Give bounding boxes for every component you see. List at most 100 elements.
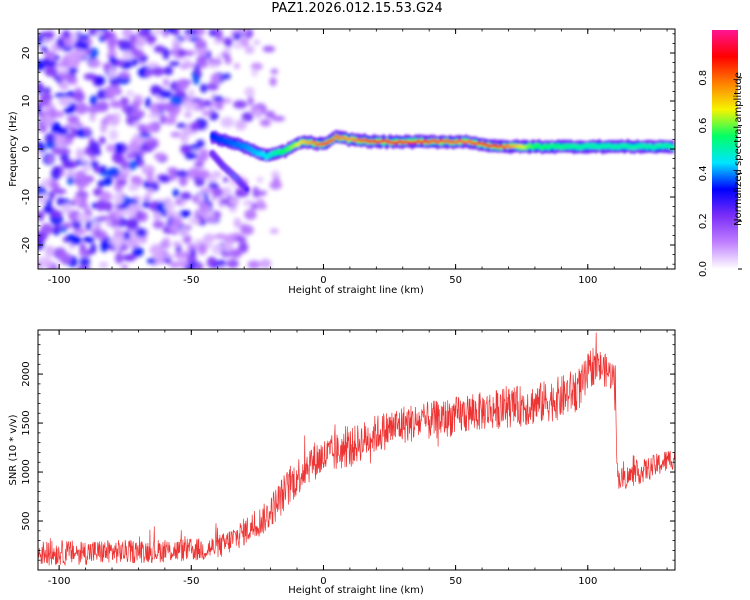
- snr-xtick-label: -50: [183, 576, 199, 587]
- heatmap-noise-cell: [143, 194, 152, 202]
- heatmap-noise-cell: [269, 77, 277, 87]
- heatmap-noise-cell: [194, 38, 207, 46]
- heatmap-noise-cell: [169, 217, 183, 228]
- heatmap-noise-field: [38, 29, 286, 269]
- heatmap-noise-cell: [96, 198, 107, 211]
- heatmap-noise-cell: [162, 78, 170, 87]
- heatmap-noise-cell: [253, 39, 261, 46]
- heatmap-noise-cell: [53, 225, 62, 231]
- heatmap-noise-cell: [180, 144, 191, 155]
- heatmap-noise-cell: [44, 132, 56, 144]
- heatmap-noise-cell: [164, 29, 176, 33]
- heatmap-noise-cell: [48, 108, 58, 120]
- heatmap-noise-cell: [144, 97, 152, 109]
- heatmap-noise-cell: [70, 126, 78, 139]
- heatmap-y-axis: -20 -10 0 10 20: [21, 33, 675, 265]
- heatmap-noise-cell: [83, 126, 91, 136]
- snr-x-axis: -100 -50 0 50 100: [48, 330, 668, 587]
- heatmap-noise-cell: [107, 43, 116, 52]
- heatmap-noise-cell: [188, 89, 195, 101]
- heatmap-noise-cell: [39, 93, 53, 103]
- heatmap-noise-cell: [125, 152, 136, 159]
- heatmap-noise-cell: [208, 29, 218, 37]
- heatmap-noise-cell: [270, 68, 279, 75]
- heatmap-noise-cell: [172, 43, 182, 51]
- heatmap-noise-cell: [216, 259, 227, 267]
- heatmap-ytick-label: -20: [21, 237, 32, 253]
- heatmap-noise-cell: [258, 190, 267, 196]
- heatmap-noise-cell: [53, 188, 67, 195]
- heatmap-noise-cell: [43, 30, 55, 39]
- heatmap-noise-cell: [178, 174, 188, 187]
- heatmap-noise-cell: [256, 176, 264, 183]
- heatmap-noise-cell: [118, 71, 131, 79]
- heatmap-ridge-cell: [229, 140, 234, 145]
- heatmap-noise-cell: [38, 193, 47, 205]
- heatmap-noise-cell: [90, 242, 97, 255]
- heatmap-noise-cell: [206, 200, 213, 207]
- colorbar: [712, 30, 738, 269]
- heatmap-noise-cell: [153, 45, 166, 54]
- heatmap-noise-cell: [114, 142, 122, 154]
- heatmap-noise-cell: [174, 170, 189, 178]
- heatmap-noise-cell: [244, 45, 255, 55]
- heatmap-noise-cell: [64, 123, 75, 130]
- heatmap-noise-cell: [130, 175, 140, 182]
- chart-title: PAZ1.2026.012.15.53.G24: [271, 1, 443, 16]
- heatmap-noise-cell: [67, 67, 79, 74]
- heatmap-noise-cell: [179, 131, 189, 144]
- heatmap-noise-cell: [252, 186, 260, 198]
- heatmap-noise-cell: [233, 100, 248, 109]
- heatmap-noise-cell: [108, 117, 120, 127]
- heatmap-noise-cell: [50, 210, 63, 218]
- heatmap-ytick-label: -10: [21, 189, 32, 205]
- heatmap-noise-cell: [80, 34, 90, 40]
- heatmap-noise-cell: [39, 143, 46, 154]
- heatmap-noise-cell: [224, 47, 231, 55]
- heatmap-noise-cell: [197, 243, 207, 255]
- heatmap-noise-cell: [138, 160, 145, 167]
- heatmap-noise-cell: [97, 180, 105, 188]
- heatmap-ridge-cell: [466, 139, 472, 143]
- heatmap-noise-cell: [162, 47, 170, 60]
- heatmap-noise-cell: [38, 35, 42, 46]
- heatmap-noise-cell: [107, 67, 117, 79]
- heatmap-noise-cell: [87, 105, 101, 114]
- heatmap-noise-cell: [75, 122, 84, 128]
- heatmap-noise-cell: [149, 245, 162, 255]
- heatmap-noise-cell: [105, 31, 113, 39]
- heatmap-xtick-label: 50: [449, 275, 462, 286]
- heatmap-noise-cell: [194, 261, 204, 269]
- heatmap-noise-cell: [241, 112, 254, 122]
- heatmap-noise-cell: [233, 217, 242, 229]
- heatmap-noise-cell: [87, 59, 102, 68]
- heatmap-noise-cell: [57, 96, 72, 107]
- snr-y-axis-title: SNR (10 * v/v): [8, 414, 19, 485]
- heatmap-noise-cell: [109, 100, 120, 109]
- snr-ytick-label: 1000: [21, 459, 32, 484]
- heatmap-noise-cell: [153, 256, 164, 265]
- heatmap-noise-cell: [200, 187, 215, 194]
- heatmap-ridge-cell: [241, 144, 247, 148]
- heatmap-noise-cell: [76, 40, 89, 51]
- heatmap-noise-cell: [210, 73, 221, 85]
- heatmap-noise-cell: [119, 173, 129, 180]
- heatmap-noise-cell: [102, 179, 113, 186]
- heatmap-noise-cell: [141, 202, 151, 208]
- heatmap-noise-cell: [163, 66, 174, 76]
- snr-ytick-label: 2000: [21, 361, 32, 386]
- heatmap-noise-cell: [44, 66, 58, 77]
- heatmap-noise-cell: [169, 95, 184, 106]
- heatmap-noise-cell: [262, 45, 276, 53]
- heatmap-noise-cell: [234, 236, 247, 243]
- heatmap-noise-cell: [137, 29, 151, 38]
- heatmap-noise-cell: [95, 29, 105, 36]
- heatmap-ridge-cell: [311, 140, 317, 144]
- snr-y-axis: 500 1000 1500 2000: [21, 334, 675, 571]
- heatmap-noise-cell: [220, 198, 227, 205]
- heatmap-noise-cell: [251, 68, 258, 77]
- colorbar-label: Normalized spectral amplitude: [733, 72, 744, 226]
- heatmap-noise-cell: [128, 160, 137, 171]
- heatmap-noise-cell: [99, 122, 108, 134]
- heatmap-noise-cell: [226, 259, 239, 269]
